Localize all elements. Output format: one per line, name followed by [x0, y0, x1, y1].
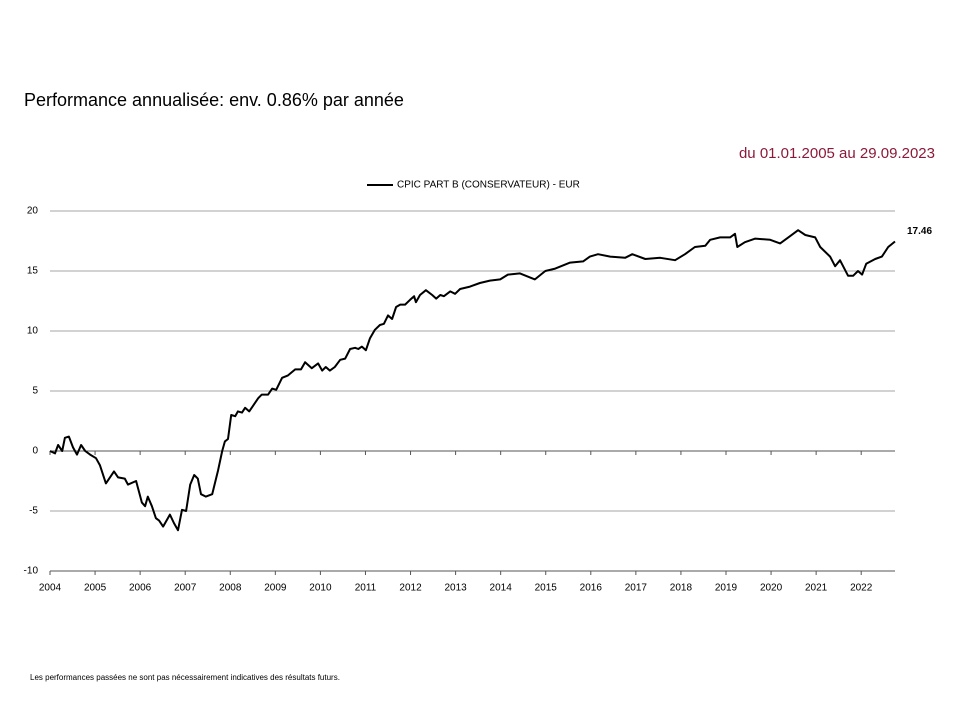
- y-tick-label: -5: [29, 506, 38, 517]
- x-tick-label: 2017: [625, 583, 648, 594]
- x-tick-label: 2021: [805, 583, 828, 594]
- x-tick-label: 2013: [444, 583, 467, 594]
- x-tick-label: 2006: [129, 583, 152, 594]
- y-tick-label: -10: [24, 566, 39, 577]
- end-value-label: 17.46: [907, 226, 932, 237]
- x-tick-label: 2018: [670, 583, 693, 594]
- x-tick-label: 2004: [39, 583, 62, 594]
- y-tick-label: 5: [32, 386, 38, 397]
- chart-subtitle: du 01.01.2005 au 29.09.2023: [739, 145, 935, 162]
- x-tick-label: 2007: [174, 583, 197, 594]
- series-line: [49, 229, 896, 532]
- x-tick-label: 2012: [399, 583, 422, 594]
- x-tick-label: 2015: [535, 583, 558, 594]
- x-tick-label: 2019: [715, 583, 738, 594]
- x-tick-label: 2009: [264, 583, 287, 594]
- x-tick-label: 2016: [580, 583, 603, 594]
- chart-title: Performance annualisée: env. 0.86% par a…: [24, 90, 404, 110]
- legend-label: CPIC PART B (CONSERVATEUR) - EUR: [397, 180, 580, 191]
- y-tick-label: 0: [32, 446, 38, 457]
- x-tick-label: 2014: [490, 583, 513, 594]
- x-tick-label: 2022: [850, 583, 873, 594]
- y-tick-label: 15: [27, 266, 39, 277]
- y-tick-label: 10: [27, 326, 39, 337]
- x-tick-label: 2010: [309, 583, 332, 594]
- x-tick-label: 2020: [760, 583, 783, 594]
- x-tick-label: 2011: [355, 583, 377, 594]
- x-tick-label: 2005: [84, 583, 107, 594]
- footnote: Les performances passées ne sont pas néc…: [30, 673, 340, 682]
- x-tick-label: 2008: [219, 583, 242, 594]
- y-tick-label: 20: [27, 206, 39, 217]
